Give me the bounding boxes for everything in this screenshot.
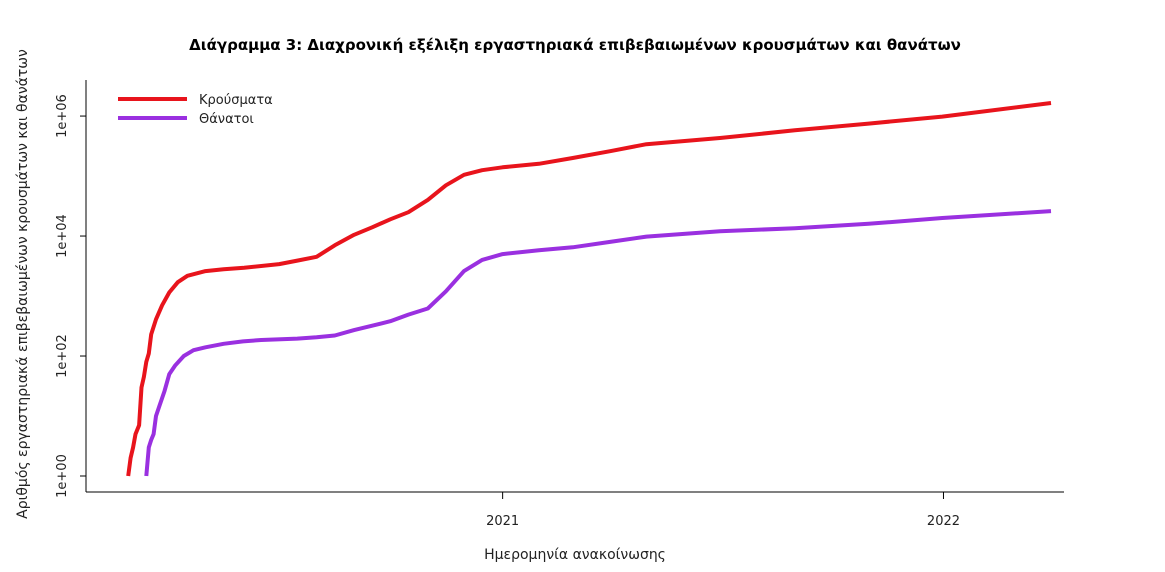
legend: Κρούσματα Θάνατοι [118, 93, 273, 127]
x-tick-label: 2022 [927, 514, 960, 529]
x-axis-label: Ημερομηνία ανακοίνωσης [484, 547, 666, 563]
legend-label: Κρούσματα [199, 93, 273, 108]
series-lines [126, 101, 1052, 477]
legend-label: Θάνατοι [199, 112, 254, 127]
ticks: 1e+00 1e+02 1e+04 1e+06 2021 2022 [55, 94, 960, 529]
chart-title: Διάγραμμα 3: Διαχρονική εξέλιξη εργαστηρ… [189, 36, 961, 54]
series-line-cases [126, 101, 1052, 477]
axes [85, 80, 1064, 493]
y-tick-label: 1e+04 [55, 214, 70, 258]
y-axis-label: Αριθμός εργαστηριακά επιβεβαιωμένων κρου… [15, 49, 31, 519]
y-tick-label: 1e+02 [55, 334, 70, 378]
x-tick-label: 2021 [486, 514, 519, 529]
y-tick-label: 1e+06 [55, 94, 70, 138]
y-tick-label: 1e+00 [55, 454, 70, 498]
series-line-deaths [144, 209, 1052, 477]
